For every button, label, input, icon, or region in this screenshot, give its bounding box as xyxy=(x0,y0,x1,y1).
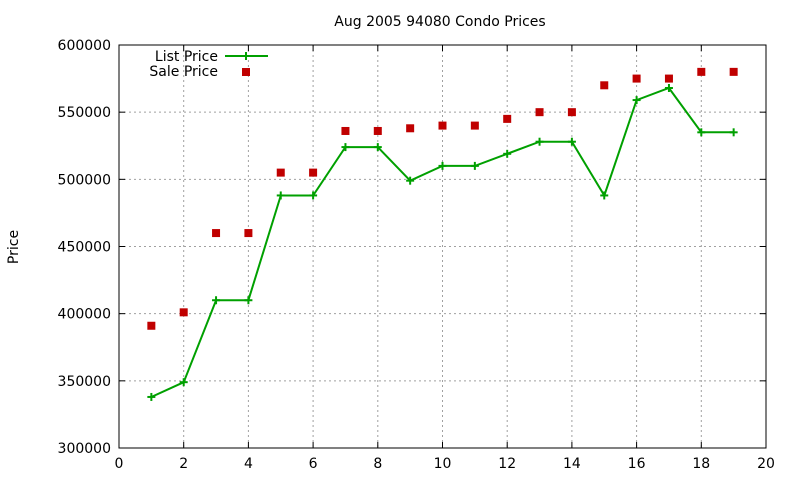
x-tick-label: 10 xyxy=(434,456,452,472)
sale-price-point xyxy=(309,168,318,177)
legend-swatch-list-price-marker xyxy=(242,52,250,60)
x-tick-label: 4 xyxy=(244,456,253,472)
sale-price-point xyxy=(406,124,415,133)
sale-price-point xyxy=(697,67,706,76)
sale-price-point xyxy=(664,74,673,83)
list-price-point xyxy=(535,137,544,146)
list-price-point xyxy=(179,378,188,387)
list-price-point xyxy=(470,161,479,170)
list-price-point xyxy=(567,137,576,146)
y-tick-label: 600000 xyxy=(58,38,111,54)
y-tick-label: 500000 xyxy=(58,172,111,188)
sale-price-point xyxy=(341,126,350,135)
sale-price-point xyxy=(212,229,221,238)
x-tick-label: 8 xyxy=(373,456,382,472)
list-price-point xyxy=(244,296,253,305)
y-tick-label: 550000 xyxy=(58,105,111,121)
sale-price-point xyxy=(179,308,188,317)
y-tick-label: 400000 xyxy=(58,307,111,323)
list-price-point xyxy=(212,296,221,305)
chart-title: Aug 2005 94080 Condo Prices xyxy=(334,14,545,30)
x-tick-label: 20 xyxy=(757,456,775,472)
legend-swatch-sale-price xyxy=(242,68,250,76)
sale-price-point xyxy=(373,126,382,135)
sale-price-point xyxy=(535,108,544,117)
legend-label-sale-price: Sale Price xyxy=(149,64,218,80)
x-tick-label: 18 xyxy=(692,456,710,472)
list-price-point xyxy=(276,191,285,200)
list-price-point xyxy=(341,143,350,152)
list-price-point xyxy=(309,191,318,200)
x-tick-label: 14 xyxy=(563,456,581,472)
list-price-point xyxy=(664,83,673,92)
legend-label-list-price: List Price xyxy=(155,49,218,65)
sale-price-point xyxy=(470,121,479,130)
plot-frame xyxy=(118,44,767,449)
y-tick-label: 350000 xyxy=(58,374,111,390)
sale-price-point xyxy=(729,67,738,76)
sale-price-point xyxy=(244,229,253,238)
sale-price-point xyxy=(276,168,285,177)
sale-price-point xyxy=(600,81,609,90)
sale-price-point xyxy=(632,74,641,83)
x-tick-label: 16 xyxy=(628,456,646,472)
list-price-point xyxy=(373,143,382,152)
list-price-point xyxy=(729,128,738,137)
list-price-point xyxy=(503,149,512,158)
list-price-point xyxy=(600,191,609,200)
sale-price-point xyxy=(567,108,576,117)
sale-price-point xyxy=(147,321,156,330)
list-price-point xyxy=(406,176,415,185)
list-price-point xyxy=(632,96,641,105)
x-tick-label: 6 xyxy=(309,456,318,472)
tick-layer: 300000 350000 400000 450000 500000 550000 6000… xyxy=(58,38,775,472)
x-tick-label: 0 xyxy=(115,456,124,472)
legend: List Price Sale Price xyxy=(149,49,268,80)
list-price-point xyxy=(147,392,156,401)
series-layer xyxy=(147,67,738,401)
x-tick-label: 12 xyxy=(498,456,516,472)
grid-layer xyxy=(119,45,766,448)
x-tick-label: 2 xyxy=(179,456,188,472)
y-axis-label: Price xyxy=(6,230,22,264)
list-price-point xyxy=(438,161,447,170)
y-tick-label: 450000 xyxy=(58,240,111,256)
sale-price-point xyxy=(503,114,512,123)
sale-price-point xyxy=(438,121,447,130)
list-price-point xyxy=(697,128,706,137)
y-tick-label: 300000 xyxy=(58,441,111,457)
